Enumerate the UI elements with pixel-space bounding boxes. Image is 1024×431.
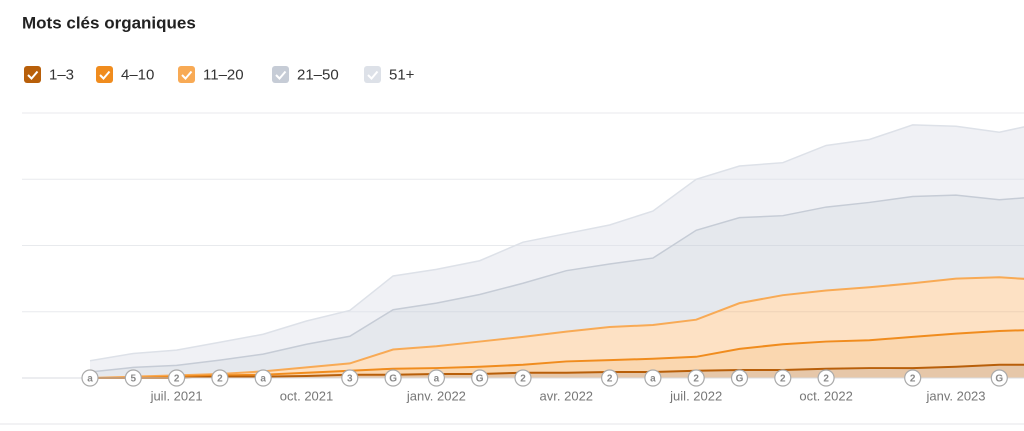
annotation-label: 2 <box>174 374 180 385</box>
annotation-marker[interactable]: 2 <box>817 369 835 387</box>
legend-label: 11–20 <box>203 66 244 83</box>
annotation-circle <box>990 369 1008 387</box>
annotation-marker[interactable]: G <box>730 369 749 387</box>
x-tick-label: juil. 2022 <box>669 388 722 403</box>
legend-item[interactable]: 1–3 <box>24 66 74 83</box>
annotation-label: 2 <box>217 374 223 385</box>
legend-checkbox <box>96 66 113 83</box>
annotation-circle <box>254 369 272 387</box>
legend-item[interactable]: 51+ <box>364 66 415 83</box>
annotation-circle <box>124 369 142 387</box>
annotation-label: a <box>260 374 266 385</box>
annotation-label: 2 <box>607 374 613 385</box>
annotation-label: G <box>995 374 1003 385</box>
annotation-circle <box>341 369 359 387</box>
annotation-label: a <box>650 374 656 385</box>
annotation-label: 2 <box>780 374 786 385</box>
legend-label: 51+ <box>389 66 415 83</box>
check-icon <box>275 70 287 80</box>
x-tick-label: janv. 2023 <box>925 388 985 403</box>
x-tick-label: janv. 2022 <box>406 388 466 403</box>
area-band <box>90 124 1024 373</box>
annotation-label: 2 <box>520 374 526 385</box>
area-line <box>90 363 1024 379</box>
chart-title: Mots clés organiques <box>22 13 196 32</box>
area-line <box>89 194 1024 373</box>
annotation-marker[interactable]: a <box>427 369 445 387</box>
annotation-circle <box>427 369 445 387</box>
annotation-label: a <box>434 374 440 385</box>
legend-checkbox <box>24 66 41 83</box>
annotation-marker[interactable]: 2 <box>904 369 922 387</box>
annotation-circle <box>904 369 922 387</box>
legend-item[interactable]: 21–50 <box>272 66 339 83</box>
annotation-circle <box>81 369 99 387</box>
area-band <box>90 277 1024 378</box>
annotation-circle <box>730 369 749 387</box>
x-tick-label: juil. 2021 <box>150 388 203 403</box>
annotation-label: 2 <box>910 374 916 385</box>
annotation-circle <box>471 369 489 387</box>
check-icon <box>367 70 379 80</box>
annotation-circle <box>211 369 229 387</box>
annotation-marker[interactable]: 2 <box>211 369 229 387</box>
annotation-label: G <box>476 374 484 385</box>
annotation-marker[interactable]: G <box>471 369 489 387</box>
check-icon <box>99 70 111 80</box>
annotation-marker[interactable]: 2 <box>168 369 186 387</box>
annotation-marker[interactable]: a <box>644 369 662 387</box>
annotation-label: G <box>389 374 397 385</box>
annotation-circle <box>600 369 619 387</box>
annotation-label: a <box>87 374 93 385</box>
annotation-label: 5 <box>131 374 137 385</box>
annotation-circle <box>774 369 792 387</box>
annotation-label: 2 <box>823 374 829 385</box>
area-line <box>89 124 1024 362</box>
annotation-marker[interactable]: a <box>254 369 272 387</box>
legend-label: 21–50 <box>297 66 339 83</box>
annotation-marker[interactable]: 2 <box>514 369 532 387</box>
legend-item[interactable]: 11–20 <box>178 66 244 83</box>
annotation-marker[interactable]: 2 <box>687 369 705 387</box>
annotation-marker[interactable]: 2 <box>600 369 619 387</box>
annotation-marker[interactable]: a <box>81 369 99 387</box>
annotation-marker[interactable]: 5 <box>124 369 142 387</box>
annotation-marker[interactable]: 3 <box>341 369 359 387</box>
annotation-label: 3 <box>347 374 353 385</box>
annotation-circle <box>384 369 402 387</box>
annotation-circle <box>644 369 662 387</box>
plot: juil. 2021 oct. 2021 janv. 2022 avr. 2022 ju… <box>22 112 1024 403</box>
x-tick-label: oct. 2021 <box>280 388 334 403</box>
legend-checkbox <box>178 66 195 83</box>
annotation-label: 2 <box>693 374 699 385</box>
legend: 1–3 4–10 11–20 21–50 51+ <box>24 66 415 83</box>
annotation-circle <box>168 369 186 387</box>
annotation-marker[interactable]: G <box>384 369 402 387</box>
area-line <box>89 276 1024 379</box>
x-tick-label: oct. 2022 <box>799 388 853 403</box>
area-line <box>90 329 1024 379</box>
legend-item[interactable]: 4–10 <box>96 66 154 83</box>
legend-label: 1–3 <box>49 66 74 83</box>
x-tick-label: avr. 2022 <box>540 388 594 403</box>
annotation-label: G <box>736 374 744 385</box>
check-icon <box>181 70 193 80</box>
annotation-circle <box>514 369 532 387</box>
check-icon <box>27 70 39 80</box>
annotation-circle <box>687 369 705 387</box>
legend-label: 4–10 <box>121 66 154 83</box>
legend-checkbox <box>272 66 289 83</box>
annotation-marker[interactable]: 2 <box>774 369 792 387</box>
area-band <box>90 330 1024 378</box>
area-band <box>90 195 1024 378</box>
annotation-circle <box>817 369 835 387</box>
legend-checkbox <box>364 66 381 83</box>
annotation-marker[interactable]: G <box>990 369 1008 387</box>
